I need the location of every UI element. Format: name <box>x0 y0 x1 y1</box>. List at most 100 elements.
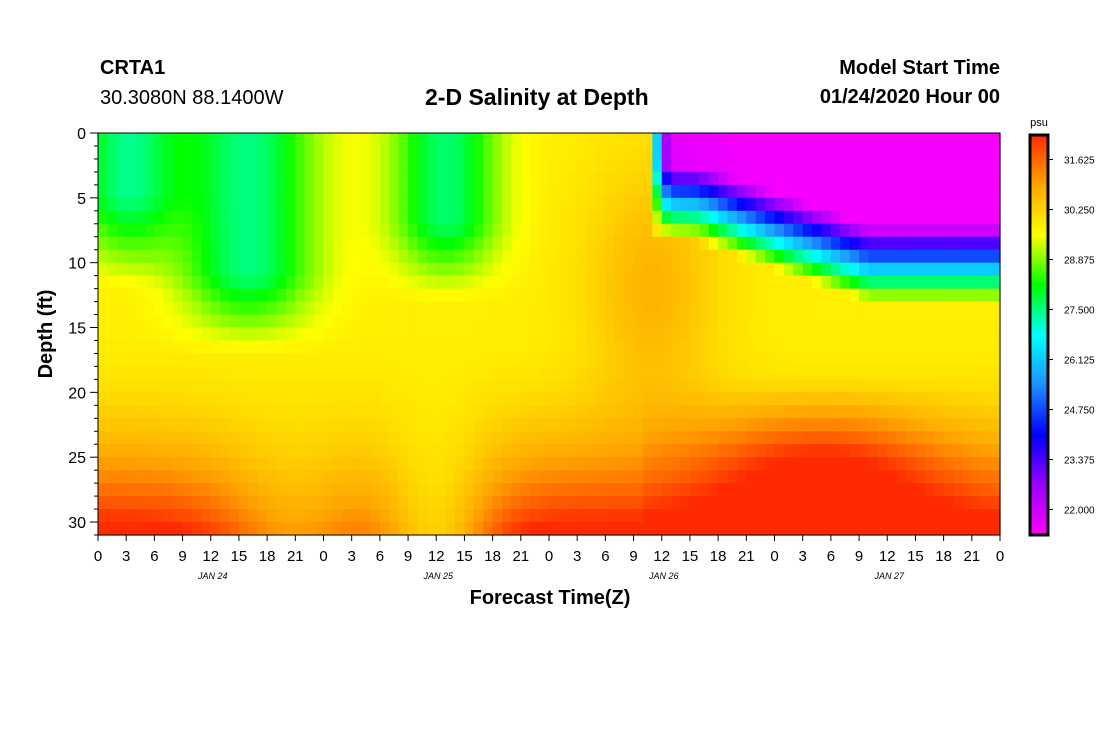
heat-cell <box>332 470 343 484</box>
x-tick-label: 18 <box>710 548 727 565</box>
heat-cell <box>577 418 588 432</box>
heat-cell <box>135 301 146 316</box>
heat-cell <box>812 509 823 523</box>
heat-cell <box>727 223 738 238</box>
heat-cell <box>342 444 353 458</box>
heat-cell <box>558 444 569 458</box>
heat-cell <box>210 431 221 445</box>
heat-cell <box>821 314 832 329</box>
heat-cell <box>483 275 494 290</box>
heat-cell <box>492 223 503 238</box>
heat-cell <box>840 353 851 368</box>
heat-cell <box>877 158 888 173</box>
heat-cell <box>633 509 644 523</box>
heat-cell <box>464 522 475 536</box>
heat-cell <box>783 236 794 251</box>
heat-cell <box>351 210 362 225</box>
heat-cell <box>502 210 513 225</box>
x-tick-label: 15 <box>907 548 924 565</box>
heat-cell <box>332 262 343 277</box>
heat-cell <box>868 262 879 277</box>
heat-cell <box>934 288 945 303</box>
heat-cell <box>182 444 193 458</box>
heat-cell <box>906 262 917 277</box>
heat-cell <box>445 379 456 393</box>
heat-cell <box>727 262 738 277</box>
heat-cell <box>821 431 832 445</box>
heat-cell <box>492 392 503 406</box>
heat-cell <box>671 327 682 342</box>
heat-cell <box>107 483 118 497</box>
heat-cell <box>736 509 747 523</box>
heat-cell <box>793 418 804 432</box>
heat-cell <box>830 301 841 316</box>
heat-cell <box>746 197 757 212</box>
heat-cell <box>248 392 259 406</box>
heat-cell <box>220 275 231 290</box>
heat-cell <box>699 340 710 355</box>
heat-cell <box>680 327 691 342</box>
heat-cell <box>661 509 672 523</box>
heat-cell <box>389 171 400 186</box>
heat-cell <box>577 158 588 173</box>
heat-cell <box>689 314 700 329</box>
heat-cell <box>408 470 419 484</box>
heat-cell <box>539 158 550 173</box>
heat-cell <box>361 392 372 406</box>
heat-cell <box>783 327 794 342</box>
heat-cell <box>680 249 691 264</box>
heat-cell <box>812 301 823 316</box>
heat-cell <box>520 249 531 264</box>
heat-cell <box>144 405 155 419</box>
heat-cell <box>144 340 155 355</box>
heat-cell <box>116 223 127 238</box>
heat-cell <box>314 133 325 147</box>
heat-cell <box>605 340 616 355</box>
heat-cell <box>981 379 992 393</box>
heat-cell <box>915 470 926 484</box>
heat-cell <box>595 509 606 523</box>
heat-cell <box>934 275 945 290</box>
heat-cell <box>502 301 513 316</box>
heat-cell <box>549 327 559 342</box>
heat-cell <box>661 496 672 510</box>
heat-cell <box>577 223 588 238</box>
heat-cell <box>229 184 240 199</box>
heat-cell <box>398 483 409 497</box>
heat-cell <box>680 509 691 523</box>
heat-cell <box>812 457 823 471</box>
heat-cell <box>163 210 174 225</box>
heat-cell <box>473 133 484 147</box>
heat-cell <box>182 236 193 251</box>
heat-cell <box>539 483 550 497</box>
heat-cell <box>173 457 184 471</box>
heat-cell <box>567 133 578 147</box>
heat-cell <box>135 197 146 212</box>
heat-cell <box>229 392 240 406</box>
heat-cell <box>990 379 1001 393</box>
heat-cell <box>511 340 522 355</box>
heat-cell <box>849 405 860 419</box>
heat-cell <box>126 197 137 212</box>
heat-cell <box>567 223 578 238</box>
heat-cell <box>220 184 231 199</box>
heat-cell <box>464 275 475 290</box>
heat-cell <box>332 171 343 186</box>
heat-cell <box>953 327 964 342</box>
heat-cell <box>492 314 503 329</box>
heat-cell <box>98 223 108 238</box>
heat-cell <box>887 301 898 316</box>
heat-cell <box>896 158 907 173</box>
heat-cell <box>295 249 306 264</box>
heat-cell <box>351 197 362 212</box>
heat-cell <box>229 444 240 458</box>
heat-cell <box>511 184 522 199</box>
heat-cell <box>680 444 691 458</box>
heat-cell <box>671 457 682 471</box>
heat-cell <box>445 210 456 225</box>
heat-cell <box>934 470 945 484</box>
heat-cell <box>511 145 522 160</box>
heat-cell <box>398 340 409 355</box>
heat-cell <box>981 301 992 316</box>
heat-cell <box>182 184 193 199</box>
